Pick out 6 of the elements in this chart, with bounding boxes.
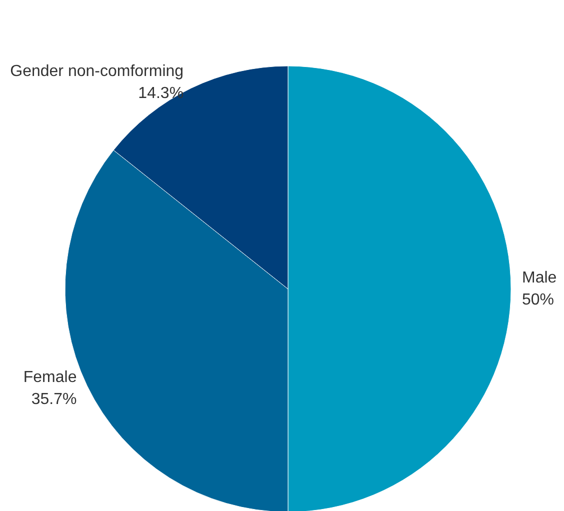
slice-label: Male bbox=[522, 270, 557, 286]
slice-label: Female bbox=[23, 368, 77, 386]
data-label: 50% bbox=[522, 292, 554, 308]
data-label: 35.7% bbox=[31, 390, 77, 408]
slice-label: Gender non-comforming bbox=[10, 63, 184, 80]
data-label: 14.3% bbox=[138, 85, 184, 102]
